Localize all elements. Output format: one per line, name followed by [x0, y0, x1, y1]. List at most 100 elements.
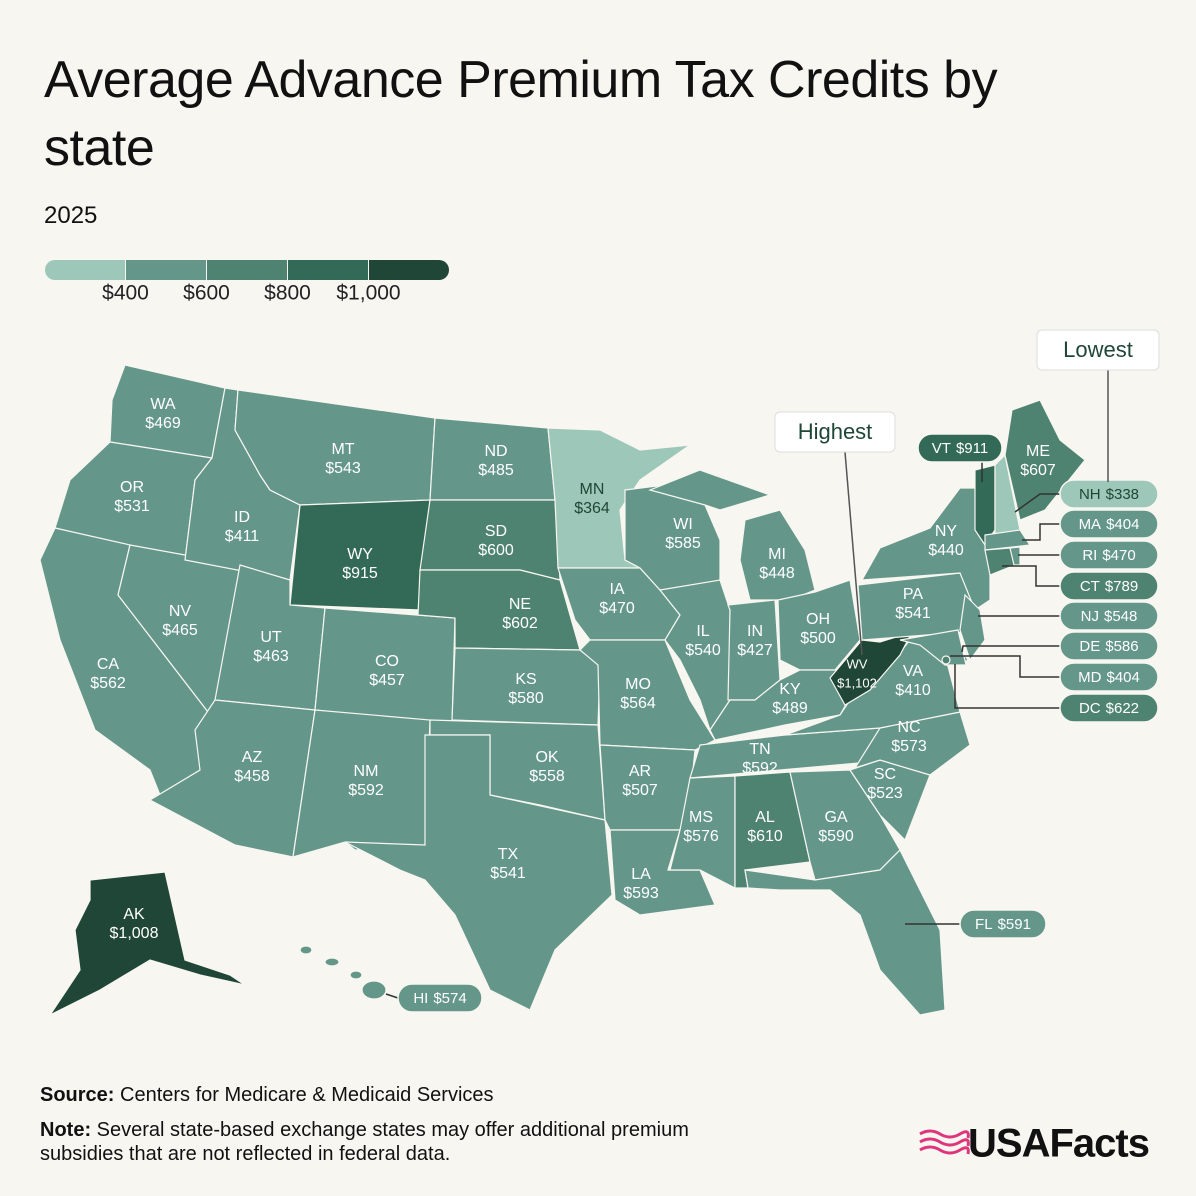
state-value: $541: [895, 605, 931, 622]
state-abbr: OR: [120, 479, 144, 496]
state-abbr: GA: [824, 809, 847, 826]
state-abbr: ND: [484, 443, 507, 460]
state-value: $1,102: [837, 675, 877, 690]
callout-label: VT $911: [932, 440, 988, 457]
state-abbr: NM: [354, 763, 379, 780]
callout-label: HI $574: [413, 990, 466, 1007]
state-value: $607: [1020, 462, 1056, 479]
source-text: Centers for Medicare & Medicaid Services: [120, 1084, 494, 1106]
annotation-line: [844, 451, 863, 656]
callout-label: NJ $548: [1081, 608, 1138, 625]
state-value: $610: [747, 828, 783, 845]
state-abbr: AL: [755, 809, 775, 826]
state-abbr: OH: [806, 611, 830, 628]
state-value: $448: [759, 565, 795, 582]
state-abbr: NV: [169, 603, 192, 620]
state-value: $469: [145, 415, 181, 432]
state-abbr: HI: [413, 990, 428, 1007]
state-abbr: LA: [631, 866, 651, 883]
callout-pill: [917, 433, 1003, 463]
state: [984, 529, 1032, 551]
logo-text: USAFacts: [968, 1122, 1149, 1166]
state: [299, 945, 387, 1000]
state-abbr: KS: [515, 671, 536, 688]
logo-stripe: [919, 1137, 970, 1147]
callout-label: RI $470: [1082, 547, 1135, 564]
leader-line: [385, 993, 399, 999]
callout-pill: [1059, 631, 1159, 661]
state-abbr: CA: [97, 656, 120, 673]
title: Average Advance Premium Tax Credits by s…: [44, 51, 998, 177]
state-value: $562: [90, 675, 126, 692]
logo-stripe: [919, 1145, 970, 1155]
state-value: $574: [433, 990, 466, 1007]
state-abbr: AR: [629, 763, 651, 780]
callout-label: CT $789: [1080, 578, 1138, 595]
state: [744, 848, 946, 1016]
callout-pill: [959, 909, 1047, 939]
state-abbr: RI: [1082, 547, 1097, 564]
state-value: $590: [818, 828, 854, 845]
state-abbr: MO: [625, 676, 651, 693]
state-abbr: PA: [903, 586, 923, 603]
state-abbr: CT: [1080, 578, 1100, 595]
callout-pill: [1059, 540, 1159, 570]
state-value: $458: [234, 768, 270, 785]
state: [777, 579, 861, 671]
callout-label: MD $404: [1078, 669, 1140, 686]
state-abbr: WV: [847, 656, 868, 671]
state: [344, 734, 613, 1011]
state-abbr: IN: [747, 623, 763, 640]
note-text: Several state-based exchange states may …: [40, 1119, 689, 1165]
callout-label: DE $586: [1079, 638, 1138, 655]
state-value: $911: [956, 440, 988, 457]
state-value: $427: [737, 642, 773, 659]
state-value: $489: [772, 700, 808, 717]
state-abbr: OK: [535, 749, 558, 766]
state-value: $465: [162, 622, 198, 639]
states: [39, 364, 1086, 1017]
leader-line: [961, 645, 1060, 653]
state: [48, 871, 246, 1017]
state-value: $600: [478, 542, 514, 559]
state-value: $540: [685, 642, 721, 659]
state-abbr: SC: [874, 766, 896, 783]
note: Note: Several state-based exchange state…: [40, 1118, 740, 1166]
legend-tick-label: $1,000: [336, 282, 400, 305]
state-value: $585: [665, 535, 701, 552]
state-value: $789: [1105, 578, 1138, 595]
state-value: $507: [622, 782, 658, 799]
annotation-text: Highest: [798, 419, 873, 444]
legend-swatch: [207, 260, 287, 280]
leader-line: [954, 664, 1060, 709]
state-value: $548: [1104, 608, 1137, 625]
state-abbr: SD: [485, 523, 507, 540]
legend-swatch: [126, 260, 206, 280]
state-value: $411: [225, 528, 260, 545]
callout-pill: [1059, 662, 1159, 692]
state-abbr: WY: [347, 546, 373, 563]
logo-icon: [919, 1129, 970, 1155]
state-value: $463: [253, 648, 289, 665]
state-abbr: UT: [260, 629, 282, 646]
state: [658, 579, 731, 732]
state: [941, 655, 951, 665]
callout-pill: [1059, 479, 1159, 509]
state-abbr: FL: [975, 916, 993, 933]
legend-swatch: [288, 260, 368, 280]
legend-tick-label: $800: [264, 282, 311, 305]
annotation-box: [774, 411, 896, 453]
state-value: $586: [1105, 638, 1138, 655]
state-abbr: KY: [779, 681, 801, 698]
state-value: $500: [800, 630, 836, 647]
state-value: $541: [490, 865, 526, 882]
state-value: $580: [508, 690, 544, 707]
state-abbr: MT: [331, 441, 354, 458]
state-value: $622: [1106, 700, 1139, 717]
state-value: $915: [342, 565, 378, 582]
state-value: $1,008: [110, 925, 159, 942]
callout-pill: [397, 983, 483, 1013]
callout-label: NH $338: [1079, 486, 1139, 503]
state-value: $558: [529, 768, 565, 785]
